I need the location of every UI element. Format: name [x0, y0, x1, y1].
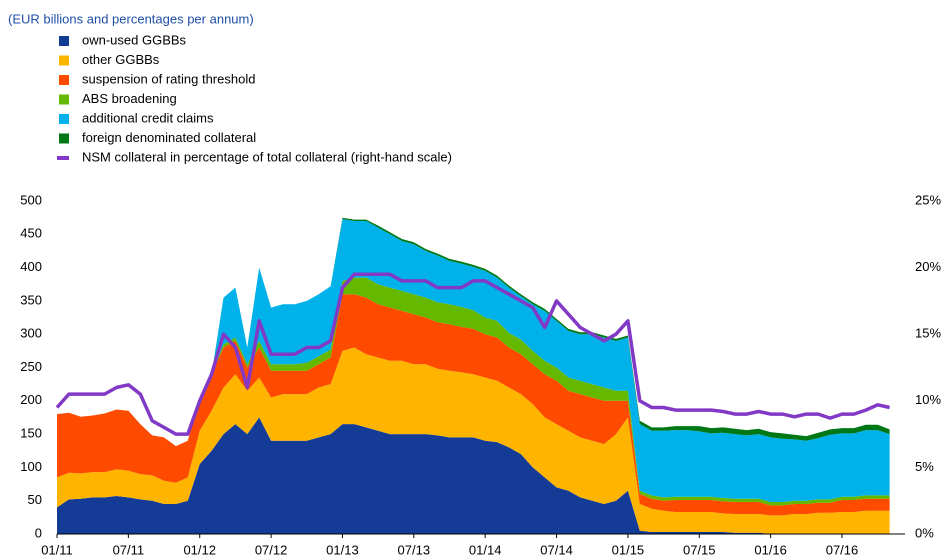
x-tick-label: 01/11	[41, 542, 73, 557]
y-tick-label: 0	[35, 525, 42, 540]
x-tick-label: 01/15	[612, 542, 645, 557]
x-tick-label: 07/14	[540, 542, 573, 557]
y2-tick-label: 20%	[915, 259, 941, 274]
x-tick-label: 01/14	[469, 542, 502, 557]
x-tick-label: 01/12	[183, 542, 216, 557]
legend-label: NSM collateral in percentage of total co…	[82, 149, 452, 164]
y-tick-label: 500	[20, 192, 42, 207]
area	[57, 347, 890, 534]
y-tick-label: 300	[20, 326, 42, 341]
legend-label: ABS broadening	[82, 91, 177, 106]
y2-tick-label: 15%	[915, 326, 941, 341]
area	[57, 277, 890, 506]
y2-tick-label: 0%	[915, 525, 934, 540]
area	[57, 294, 890, 516]
y2-tick-label: 25%	[915, 192, 941, 207]
legend-swatch	[57, 156, 69, 160]
x-tick-label: 07/16	[826, 542, 859, 557]
line	[55, 272, 890, 436]
x-tick-label: 07/15	[683, 542, 716, 557]
legend-swatch	[59, 36, 69, 46]
legend-label: foreign denominated collateral	[82, 130, 256, 145]
x-tick-label: 01/13	[326, 542, 359, 557]
x-tick-label: 07/12	[255, 542, 288, 557]
y-tick-label: 400	[20, 259, 42, 274]
legend-label: own-used GGBBs	[82, 32, 187, 47]
y2-tick-label: 5%	[915, 459, 934, 474]
area	[57, 417, 890, 534]
x-tick-label: 07/11	[113, 542, 145, 557]
legend-swatch	[59, 133, 69, 144]
x-tick-label: 01/16	[754, 542, 787, 557]
legend-swatch	[59, 75, 69, 85]
legend-swatch	[59, 94, 69, 105]
legend-label: other GGBBs	[82, 52, 160, 67]
y-tick-label: 100	[20, 459, 42, 474]
y-tick-label: 250	[20, 359, 42, 374]
area	[57, 219, 890, 502]
y2-tick-label: 10%	[915, 392, 941, 407]
legend-label: suspension of rating threshold	[82, 71, 255, 86]
y-tick-label: 50	[28, 492, 42, 507]
legend-swatch	[59, 114, 69, 124]
y-tick-label: 350	[20, 292, 42, 307]
y-tick-label: 150	[20, 426, 42, 441]
y-tick-label: 200	[20, 392, 42, 407]
x-tick-label: 07/13	[398, 542, 431, 557]
legend-label: additional credit claims	[82, 110, 214, 125]
chart-subtitle: (EUR billions and percentages per annum)	[8, 11, 254, 26]
legend-swatch	[59, 55, 69, 66]
y-tick-label: 450	[20, 226, 42, 241]
